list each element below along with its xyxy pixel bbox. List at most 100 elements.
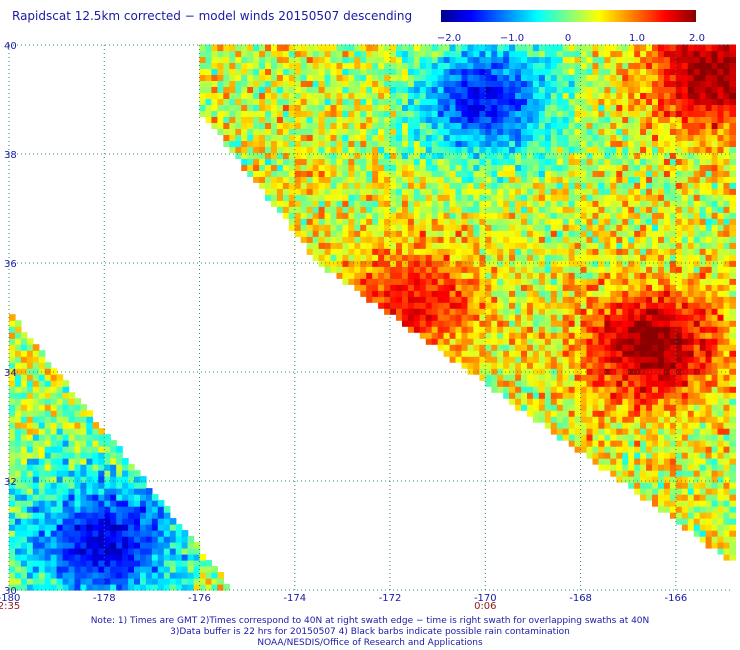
heatmap-cell bbox=[669, 320, 677, 327]
heatmap-cell bbox=[491, 116, 498, 123]
heatmap-cell bbox=[336, 116, 344, 123]
heatmap-cell bbox=[431, 128, 439, 135]
heatmap-cell bbox=[556, 188, 564, 195]
heatmap-cell bbox=[50, 488, 58, 495]
heatmap-cell bbox=[425, 242, 433, 249]
heatmap-cell bbox=[122, 488, 129, 495]
heatmap-cell bbox=[407, 314, 415, 321]
heatmap-cell bbox=[390, 302, 397, 309]
heatmap-cell bbox=[396, 104, 403, 111]
heatmap-cell bbox=[592, 428, 600, 435]
heatmap-cell bbox=[669, 74, 677, 81]
heatmap-cell bbox=[509, 248, 516, 255]
heatmap-cell bbox=[92, 578, 99, 585]
heatmap-cell bbox=[378, 158, 385, 165]
heatmap-cell bbox=[669, 314, 677, 321]
heatmap-cell bbox=[68, 458, 76, 465]
heatmap-cell bbox=[580, 176, 588, 183]
heatmap-cell bbox=[122, 494, 129, 501]
heatmap-cell bbox=[324, 230, 332, 237]
heatmap-cell bbox=[491, 62, 498, 69]
heatmap-cell bbox=[348, 104, 355, 111]
heatmap-cell bbox=[425, 224, 433, 231]
heatmap-cell bbox=[336, 218, 344, 225]
heatmap-cell bbox=[538, 116, 546, 123]
heatmap-cell bbox=[205, 56, 213, 63]
heatmap-cell bbox=[652, 374, 659, 381]
heatmap-cell bbox=[574, 224, 582, 231]
heatmap-cell bbox=[568, 296, 576, 303]
heatmap-cell bbox=[586, 326, 594, 333]
heatmap-cell bbox=[372, 68, 379, 75]
heatmap-cell bbox=[663, 452, 671, 459]
heatmap-cell bbox=[366, 230, 373, 237]
heatmap-cell bbox=[348, 278, 355, 285]
heatmap-cell bbox=[652, 212, 659, 219]
heatmap-cell bbox=[402, 146, 409, 153]
heatmap-cell bbox=[443, 260, 451, 267]
heatmap-cell bbox=[461, 110, 469, 117]
heatmap-cell bbox=[509, 320, 516, 327]
heatmap-cell bbox=[562, 290, 570, 297]
heatmap-cell bbox=[312, 92, 320, 99]
heatmap-cell bbox=[574, 92, 582, 99]
heatmap-cell bbox=[515, 158, 522, 165]
heatmap-cell bbox=[15, 386, 22, 393]
heatmap-cell bbox=[372, 206, 379, 213]
heatmap-cell bbox=[616, 428, 623, 435]
heatmap-cell bbox=[265, 170, 272, 177]
heatmap-cell bbox=[110, 554, 117, 561]
heatmap-cell bbox=[550, 152, 558, 159]
heatmap-cell bbox=[50, 452, 58, 459]
heatmap-cell bbox=[360, 194, 367, 201]
heatmap-cell bbox=[568, 50, 576, 58]
heatmap-cell bbox=[646, 80, 653, 87]
heatmap-cell bbox=[62, 530, 70, 537]
heatmap-cell bbox=[622, 218, 629, 225]
heatmap-cell bbox=[604, 278, 611, 285]
heatmap-cell bbox=[360, 62, 367, 69]
heatmap-cell bbox=[675, 362, 683, 369]
heatmap-cell bbox=[598, 110, 605, 117]
heatmap-cell bbox=[396, 266, 403, 273]
heatmap-cell bbox=[509, 182, 516, 189]
heatmap-cell bbox=[473, 284, 480, 291]
heatmap-cell bbox=[616, 350, 623, 357]
heatmap-cell bbox=[282, 74, 290, 81]
heatmap-cell bbox=[366, 236, 373, 243]
heatmap-cell bbox=[402, 56, 409, 63]
heatmap-cell bbox=[604, 110, 611, 117]
heatmap-cell bbox=[586, 170, 594, 177]
heatmap-cell bbox=[628, 206, 635, 213]
heatmap-cell bbox=[56, 386, 64, 393]
heatmap-cell bbox=[407, 68, 415, 75]
heatmap-cell bbox=[491, 176, 498, 183]
heatmap-cell bbox=[378, 80, 385, 87]
heatmap-cell bbox=[568, 422, 576, 429]
heatmap-cell bbox=[187, 542, 195, 549]
heatmap-cell bbox=[163, 554, 171, 561]
heatmap-cell bbox=[580, 356, 588, 363]
heatmap-cell bbox=[26, 494, 34, 501]
heatmap-cell bbox=[473, 278, 480, 285]
heatmap-cell bbox=[342, 224, 349, 231]
heatmap-cell bbox=[378, 74, 385, 81]
heatmap-cell bbox=[658, 50, 665, 58]
heatmap-cell bbox=[598, 386, 605, 393]
heatmap-cell bbox=[503, 356, 510, 363]
heatmap-cell bbox=[658, 374, 665, 381]
heatmap-cell bbox=[574, 290, 582, 297]
heatmap-cell bbox=[628, 434, 635, 441]
heatmap-cell bbox=[485, 56, 492, 63]
heatmap-cell bbox=[550, 182, 558, 189]
heatmap-cell bbox=[527, 404, 534, 411]
heatmap-cell bbox=[592, 80, 600, 87]
heatmap-cell bbox=[425, 278, 433, 285]
heatmap-cell bbox=[74, 566, 82, 573]
heatmap-cell bbox=[223, 62, 230, 69]
heatmap-cell bbox=[658, 392, 665, 399]
heatmap-cell bbox=[675, 212, 683, 219]
heatmap-cell bbox=[538, 170, 546, 177]
heatmap-cell bbox=[443, 236, 451, 243]
heatmap-cell bbox=[598, 50, 605, 58]
